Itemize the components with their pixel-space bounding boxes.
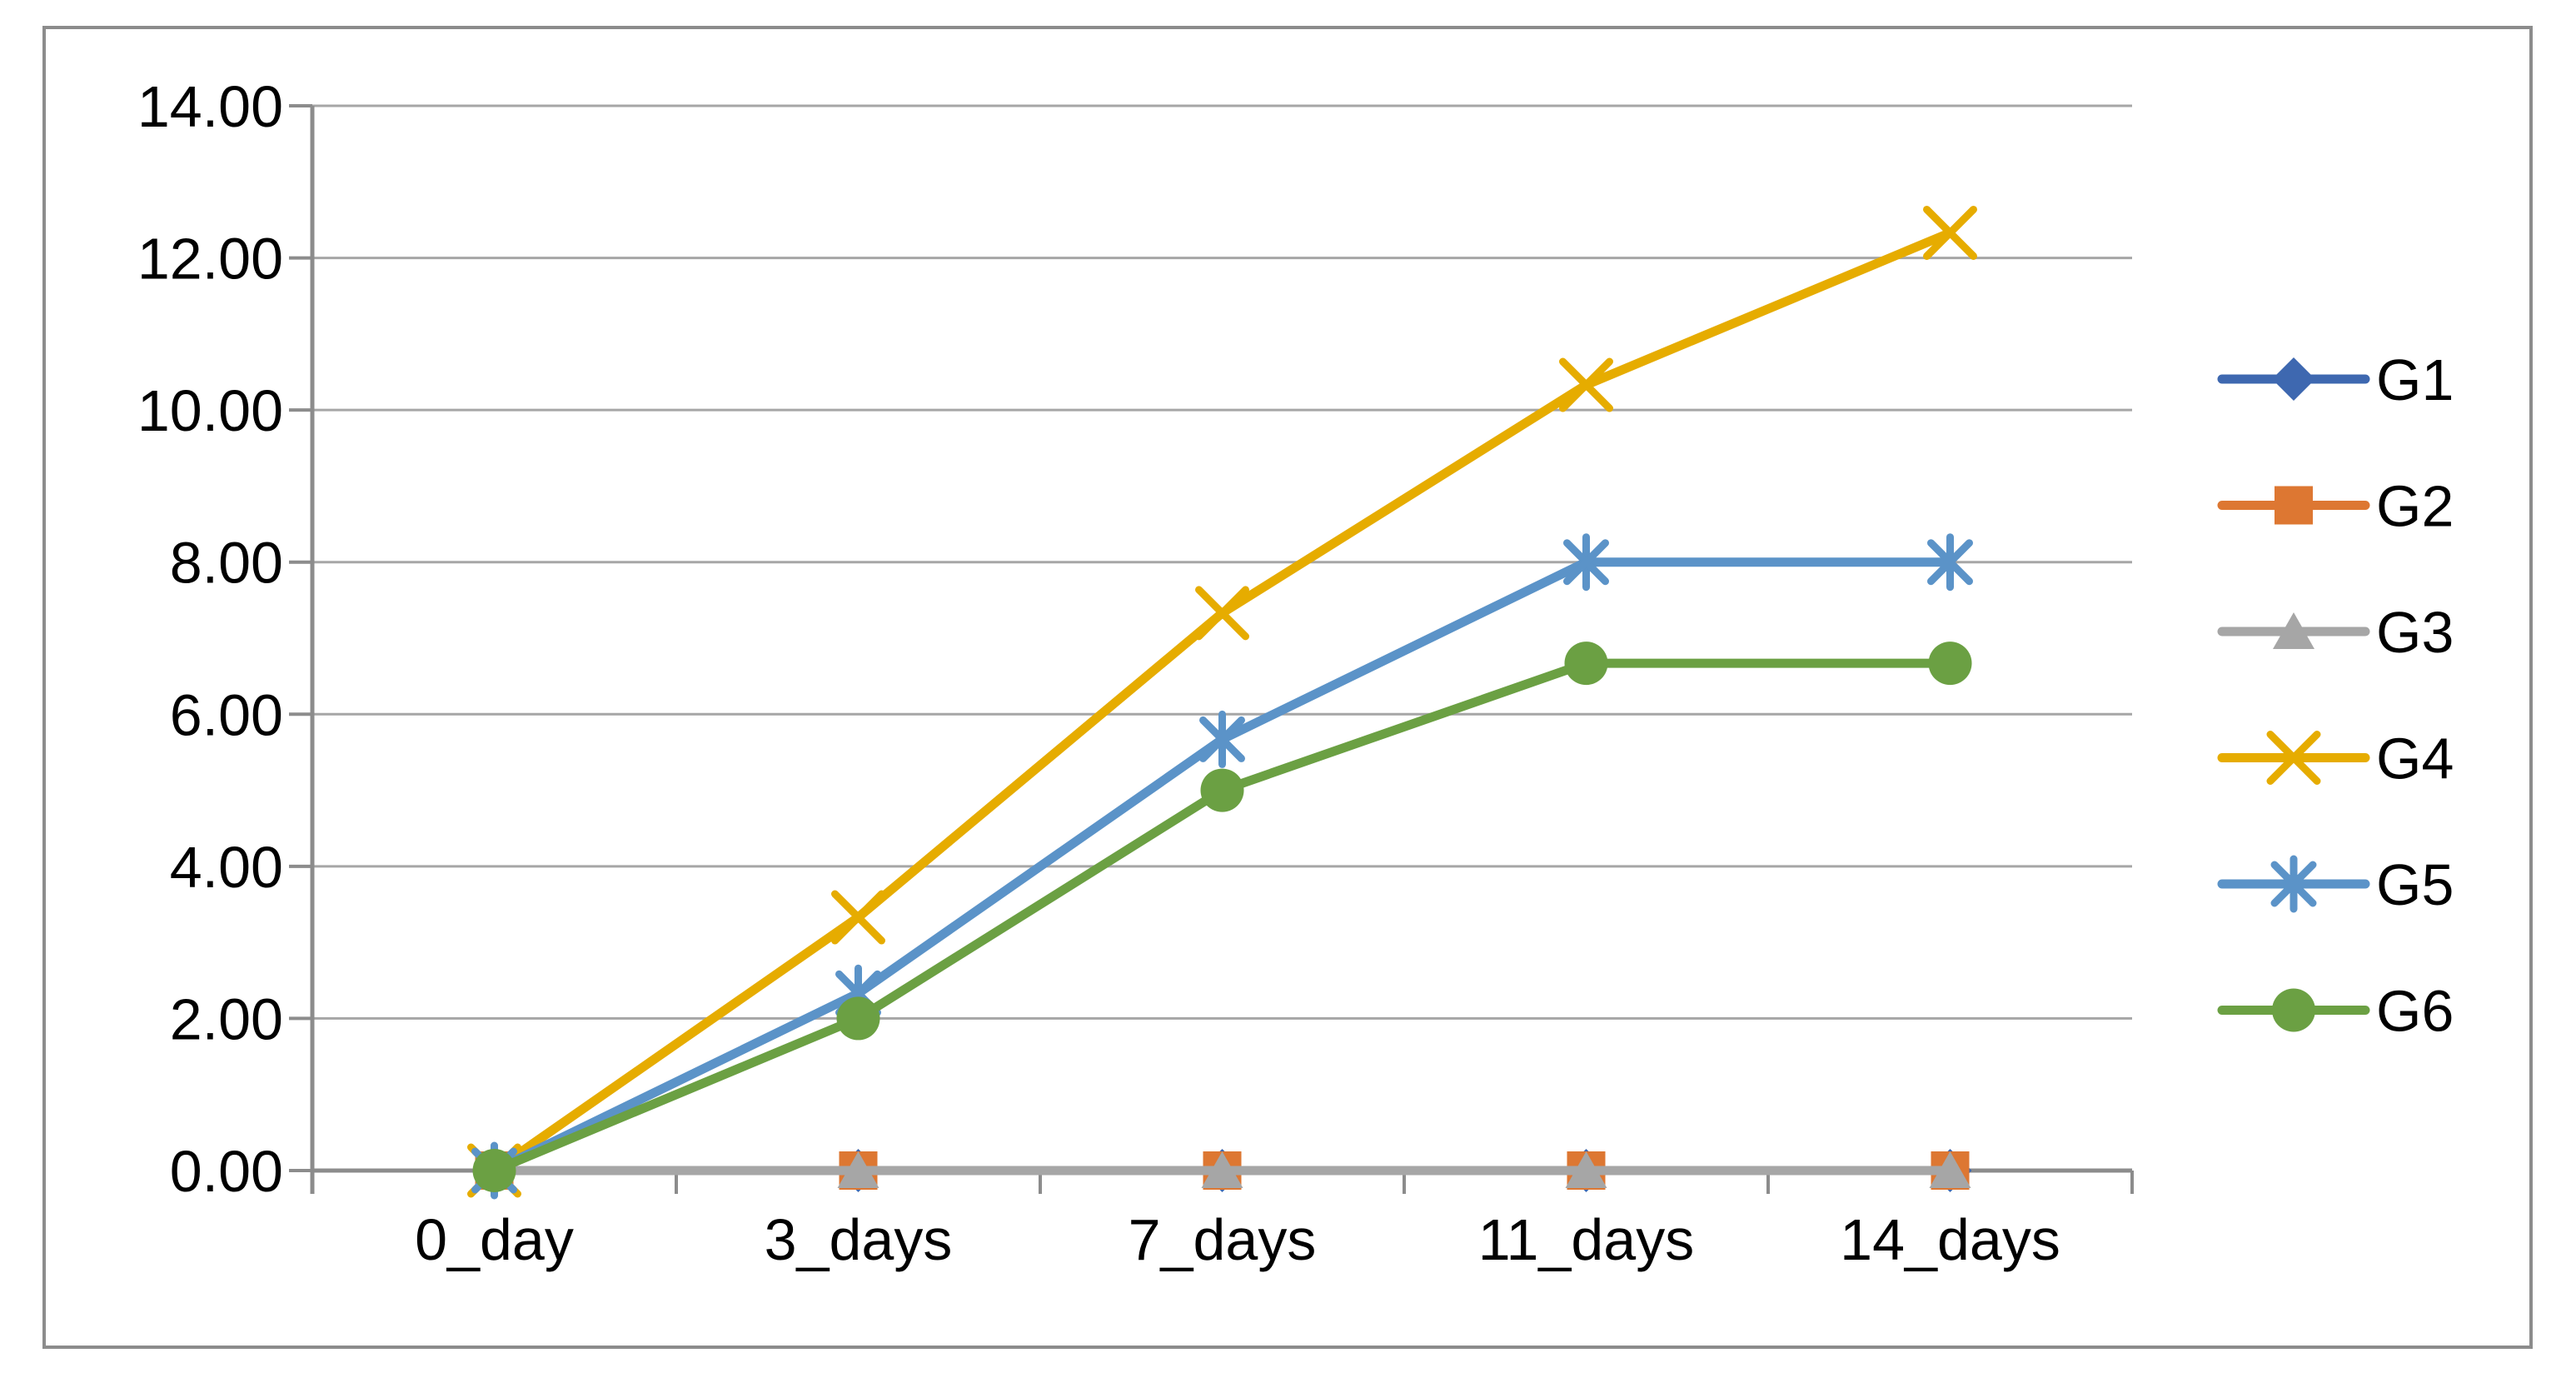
legend-label-G4: G4 [2376, 726, 2454, 791]
circle-marker [1564, 642, 1608, 686]
y-tick-label: 8.00 [170, 531, 283, 596]
legend-label-G3: G3 [2376, 600, 2454, 665]
x-tick-label: 3_days [765, 1207, 953, 1272]
chart-outer-border [42, 26, 2533, 1349]
legend-item-G6: G6 [2217, 979, 2454, 1044]
legend-label-G2: G2 [2376, 474, 2454, 539]
y-tick-label: 10.00 [137, 378, 283, 443]
y-tick-label: 2.00 [170, 986, 283, 1051]
circle-marker [1928, 642, 1972, 686]
x-marker [1923, 205, 1977, 260]
circle-marker [836, 996, 880, 1041]
legend-item-G3: G3 [2217, 600, 2454, 665]
triangle-marker [1201, 1151, 1243, 1188]
legend-item-G2: G2 [2217, 474, 2454, 539]
axis-ticks [289, 104, 2134, 1194]
y-tick-label: 14.00 [137, 74, 283, 139]
triangle-marker [2273, 612, 2314, 649]
y-tick-label: 4.00 [170, 835, 283, 900]
triangle-marker [1565, 1151, 1607, 1188]
asterisk-marker [2270, 855, 2317, 913]
y-tick-label: 12.00 [137, 227, 283, 292]
triangle-marker [1929, 1151, 1971, 1188]
x-tick-label: 14_days [1840, 1207, 2060, 1272]
x-marker [831, 890, 885, 945]
legend-label-G5: G5 [2376, 852, 2454, 917]
circle-marker [1200, 768, 1244, 812]
y-axis-tick-labels: 0.00 2.00 4.00 6.00 8.00 10.00 12.00 14.00 [137, 74, 283, 1204]
asterisk-marker [1563, 533, 1609, 592]
x-marker [2266, 731, 2321, 785]
square-marker [2275, 486, 2313, 525]
legend-label-G6: G6 [2376, 979, 2454, 1044]
series-G6 [472, 642, 1972, 1192]
circle-marker [472, 1149, 516, 1192]
triangle-marker [837, 1151, 879, 1188]
legend: G1 G2 G3 G4 G5 G6 [2217, 347, 2454, 1044]
legend-item-G1: G1 [2217, 347, 2454, 412]
legend-item-G4: G4 [2217, 726, 2454, 791]
legend-item-G5: G5 [2217, 852, 2454, 917]
x-tick-label: 0_day [415, 1207, 574, 1272]
x-axis-tick-labels: 0_day 3_days 7_days 11_days 14_days [415, 1207, 2060, 1272]
diamond-marker [2272, 357, 2315, 401]
circle-marker [2272, 988, 2315, 1032]
y-tick-label: 0.00 [170, 1139, 283, 1204]
gridlines [312, 104, 2132, 1020]
asterisk-marker [1927, 533, 1973, 592]
x-tick-label: 7_days [1129, 1207, 1317, 1272]
y-tick-label: 6.00 [170, 682, 283, 747]
x-marker [1559, 357, 1613, 412]
x-marker [1195, 586, 1249, 641]
x-tick-label: 11_days [1478, 1207, 1694, 1272]
asterisk-marker [1199, 710, 1245, 768]
legend-label-G1: G1 [2376, 347, 2454, 412]
